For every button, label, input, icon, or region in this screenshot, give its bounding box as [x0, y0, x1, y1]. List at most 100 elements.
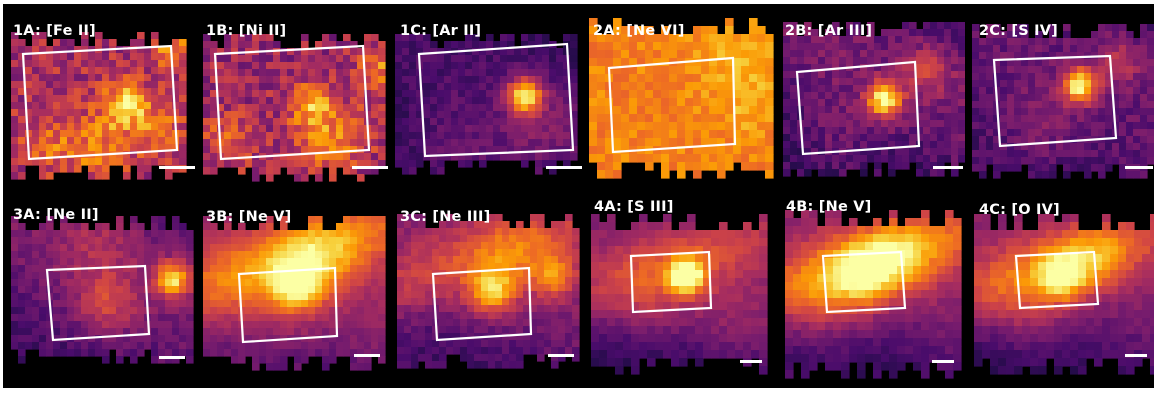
- map-pixel: [378, 104, 386, 112]
- map-pixel: [1126, 129, 1134, 137]
- map-pixel: [701, 34, 710, 43]
- map-pixel: [18, 251, 26, 259]
- map-pixel: [514, 153, 522, 161]
- map-pixel: [308, 118, 316, 126]
- map-pixel: [88, 237, 96, 245]
- map-pixel: [116, 265, 124, 273]
- emission-map-image: [785, 210, 962, 379]
- map-pixel: [39, 272, 47, 280]
- map-pixel: [502, 326, 510, 334]
- map-pixel: [832, 85, 840, 93]
- map-pixel: [549, 167, 557, 175]
- map-pixel: [287, 272, 295, 280]
- map-pixel: [867, 99, 875, 107]
- map-pixel: [378, 230, 386, 238]
- map-pixel: [951, 29, 959, 37]
- map-pixel: [637, 50, 646, 59]
- map-pixel: [888, 120, 896, 128]
- map-pixel: [210, 69, 218, 77]
- map-pixel: [273, 293, 281, 301]
- map-pixel: [655, 238, 664, 247]
- map-pixel: [725, 50, 734, 59]
- map-pixel: [749, 18, 758, 27]
- map-pixel: [308, 139, 316, 147]
- map-pixel: [217, 286, 225, 294]
- map-pixel: [409, 97, 417, 105]
- map-pixel: [669, 90, 678, 99]
- map-pixel: [801, 370, 810, 379]
- map-pixel: [993, 59, 1001, 67]
- map-pixel: [1098, 87, 1106, 95]
- map-pixel: [245, 300, 253, 308]
- map-pixel: [1000, 45, 1008, 53]
- map-pixel: [273, 111, 281, 119]
- map-pixel: [502, 305, 510, 313]
- map-pixel: [266, 349, 274, 357]
- map-pixel: [336, 69, 344, 77]
- map-pixel: [301, 160, 309, 168]
- map-pixel: [245, 321, 253, 329]
- map-pixel: [599, 350, 608, 359]
- map-pixel: [280, 55, 288, 63]
- map-pixel: [179, 300, 187, 308]
- map-pixel: [663, 254, 672, 263]
- map-pixel: [287, 328, 295, 336]
- map-pixel: [685, 98, 694, 107]
- map-pixel: [930, 71, 938, 79]
- map-pixel: [287, 132, 295, 140]
- map-pixel: [631, 230, 640, 239]
- map-pixel: [725, 34, 734, 43]
- map-pixel: [287, 230, 295, 238]
- map-pixel: [116, 151, 124, 159]
- map-pixel: [25, 307, 33, 315]
- map-pixel: [322, 41, 330, 49]
- map-pixel: [53, 165, 61, 173]
- map-pixel: [874, 155, 882, 163]
- map-pixel: [217, 48, 225, 56]
- map-pixel: [416, 34, 424, 42]
- map-pixel: [621, 34, 630, 43]
- map-pixel: [266, 90, 274, 98]
- map-pixel: [902, 113, 910, 121]
- map-pixel: [535, 83, 543, 91]
- map-pixel: [451, 153, 459, 161]
- map-pixel: [18, 279, 26, 287]
- map-pixel: [860, 85, 868, 93]
- map-pixel: [727, 294, 736, 303]
- map-pixel: [116, 349, 124, 357]
- map-pixel: [315, 97, 323, 105]
- map-pixel: [238, 230, 246, 238]
- map-pixel: [825, 71, 833, 79]
- map-pixel: [528, 34, 536, 42]
- map-pixel: [95, 32, 103, 40]
- map-pixel: [909, 134, 917, 142]
- map-pixel: [158, 53, 166, 61]
- map-pixel: [741, 50, 750, 59]
- map-pixel: [693, 98, 702, 107]
- map-pixel: [81, 307, 89, 315]
- map-pixel: [425, 263, 433, 271]
- map-pixel: [909, 71, 917, 79]
- map-pixel: [432, 340, 440, 348]
- map-pixel: [639, 246, 648, 255]
- map-pixel: [986, 101, 994, 109]
- map-pixel: [165, 265, 173, 273]
- map-pixel: [493, 55, 501, 63]
- map-pixel: [467, 291, 475, 299]
- map-pixel: [430, 62, 438, 70]
- map-pixel: [238, 125, 246, 133]
- map-pixel: [60, 321, 68, 329]
- map-pixel: [74, 137, 82, 145]
- map-pixel: [231, 83, 239, 91]
- map-pixel: [67, 53, 75, 61]
- map-pixel: [210, 223, 218, 231]
- map-pixel: [357, 104, 365, 112]
- map-pixel: [572, 312, 580, 320]
- map-pixel: [165, 67, 173, 75]
- map-pixel: [102, 60, 110, 68]
- map-pixel: [74, 123, 82, 131]
- map-pixel: [67, 81, 75, 89]
- map-pixel: [623, 326, 632, 335]
- map-pixel: [757, 66, 766, 75]
- map-pixel: [116, 109, 124, 117]
